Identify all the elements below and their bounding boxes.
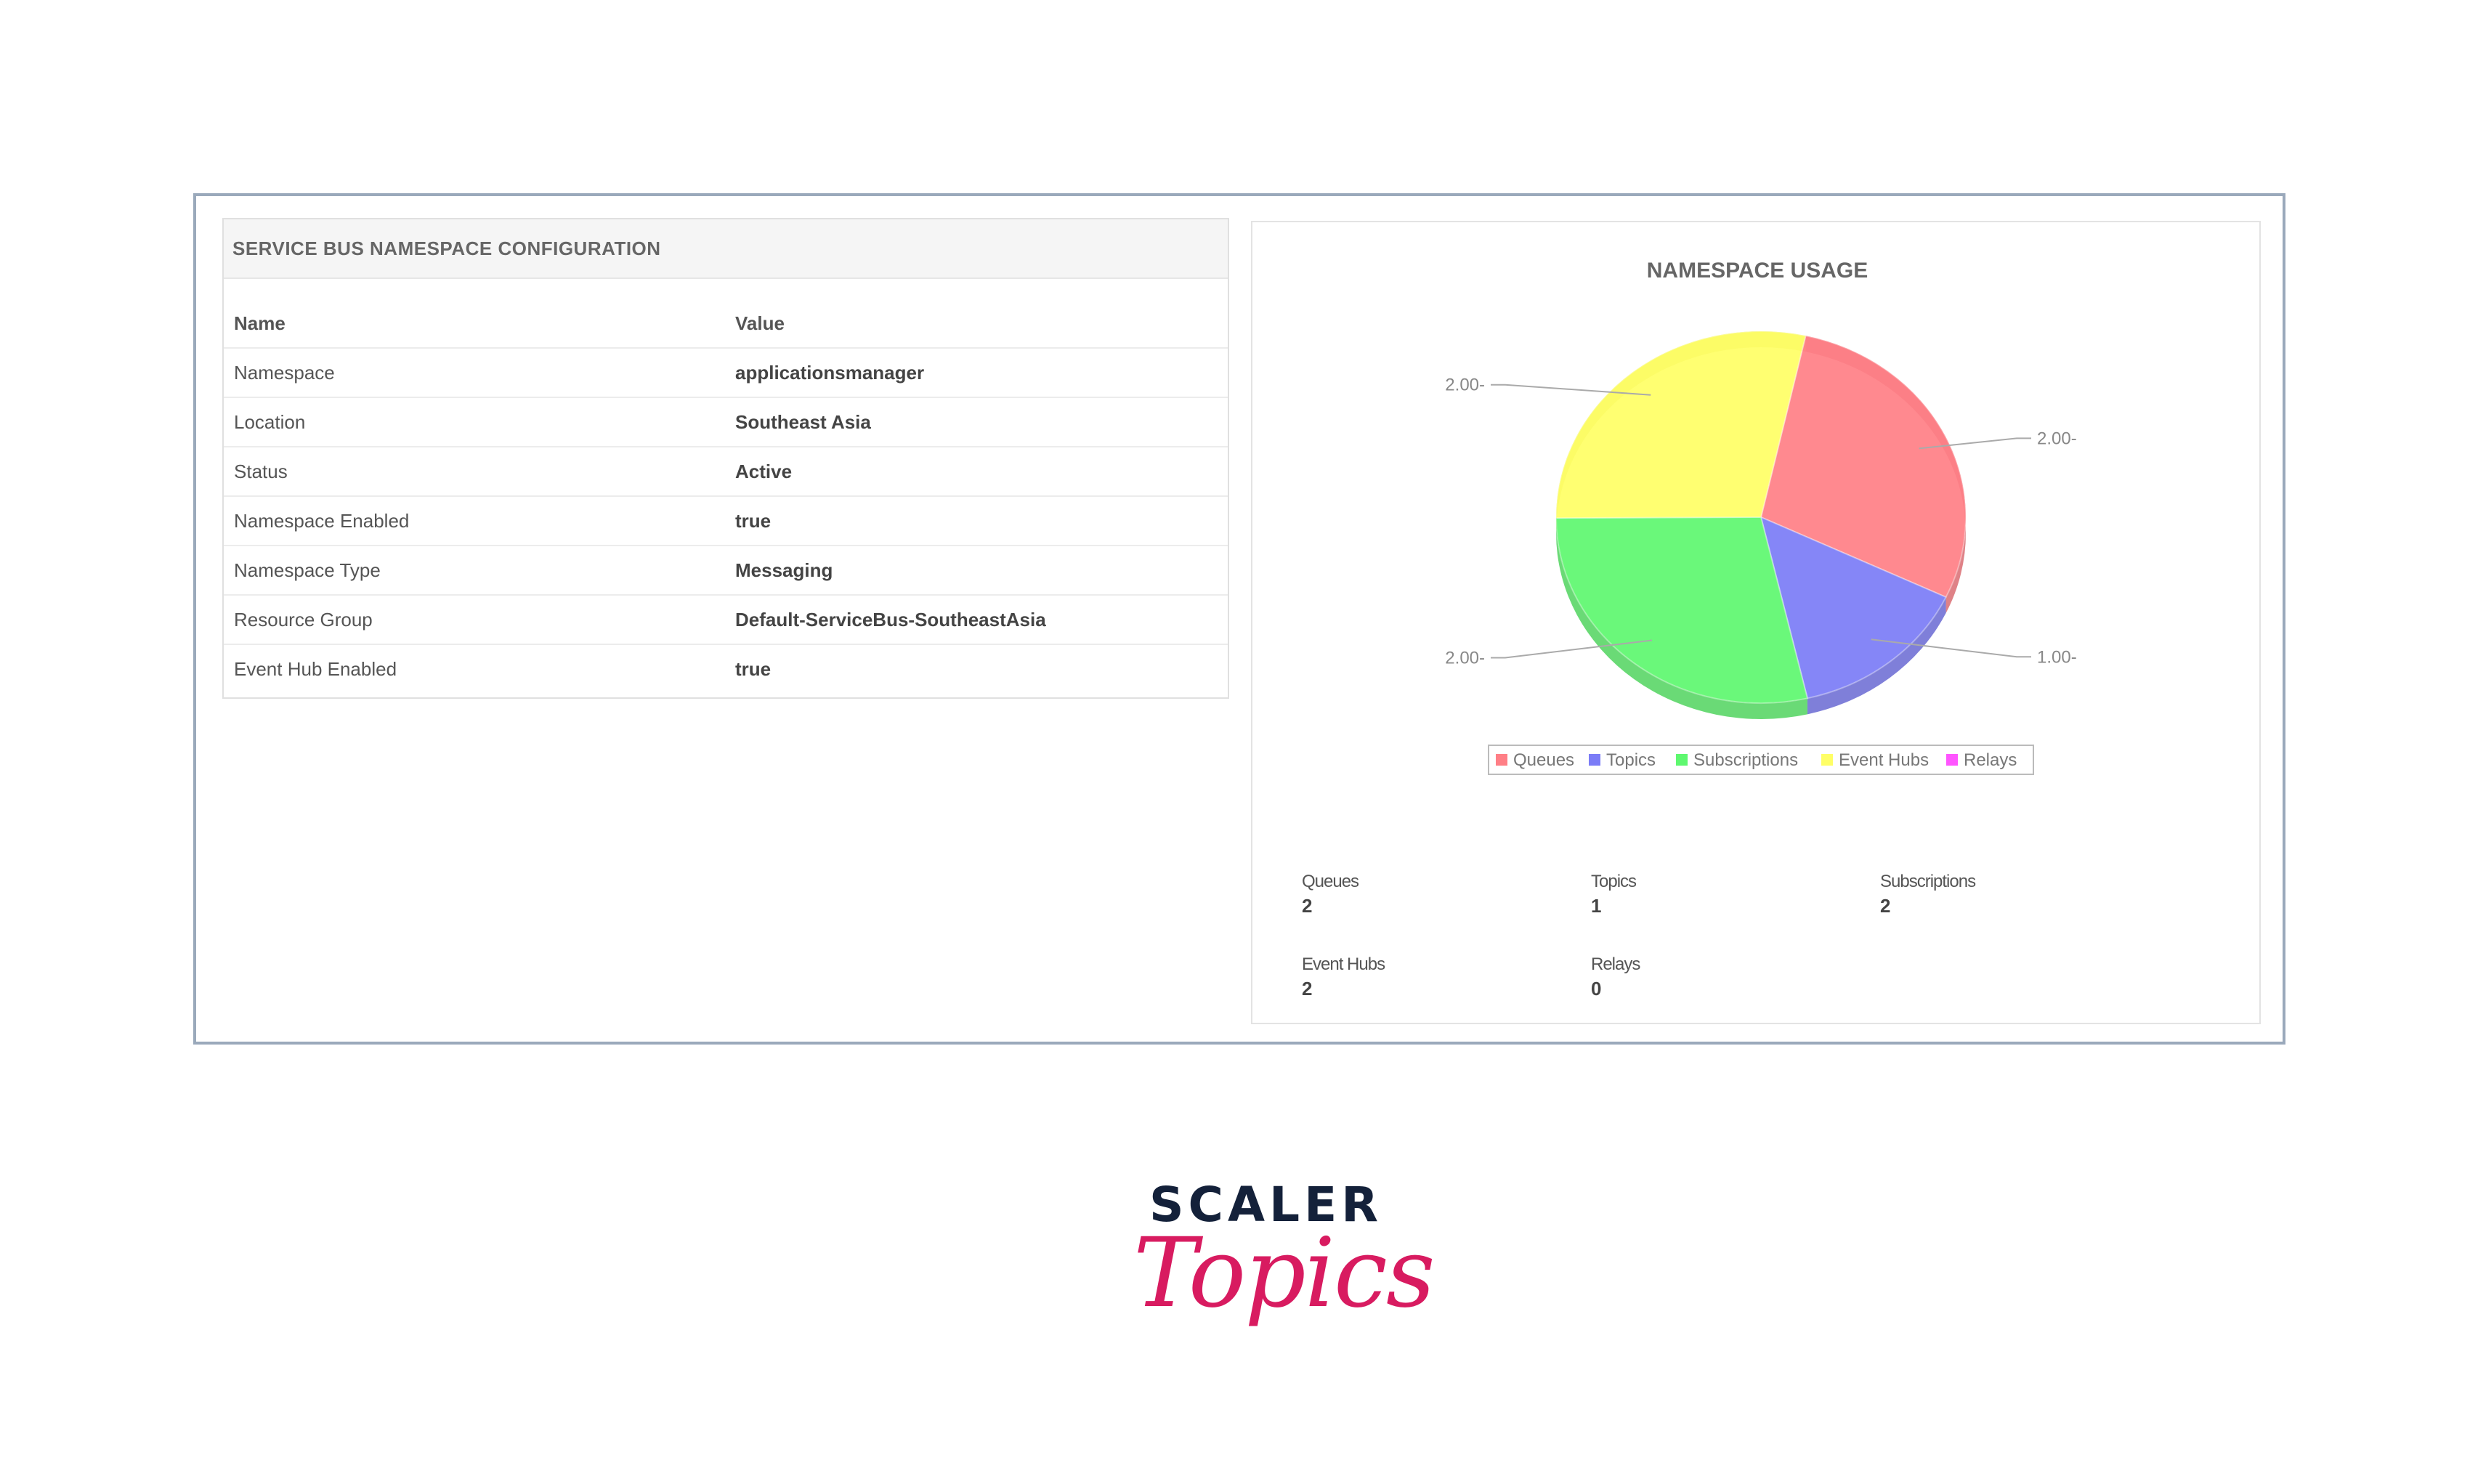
legend-swatch-relays <box>1946 754 1958 766</box>
row-name: Namespace <box>224 348 725 398</box>
pie-value-label: 1.00- <box>2037 647 2077 667</box>
row-value: Default-ServiceBus-SoutheastAsia <box>725 595 1228 645</box>
pie-leader-line <box>1491 384 1651 396</box>
legend-label-event-hubs[interactable]: Event Hubs <box>1839 750 1929 770</box>
row-value: true <box>735 657 772 680</box>
pie-slice-queues[interactable] <box>1760 334 1967 599</box>
scaler-topics-logo: SCALER Topics <box>1133 1177 1436 1366</box>
table-header-row: Name Value <box>224 299 1228 349</box>
table-row: Status Active <box>224 447 1228 497</box>
config-panel-header: SERVICE BUS NAMESPACE CONFIGURATION <box>224 219 1228 279</box>
pie-slice-topics[interactable] <box>1760 516 1947 700</box>
stat-event-hubs: Event Hubs 2 <box>1302 954 1385 1000</box>
pie-slice-side-topics <box>1807 597 1946 715</box>
row-name: Namespace Type <box>224 546 725 596</box>
stat-label: Event Hubs <box>1302 954 1385 974</box>
legend-label-subscriptions[interactable]: Subscriptions <box>1693 750 1798 770</box>
row-name: Location <box>224 397 725 447</box>
pie-value-label: 2.00- <box>2037 429 2077 448</box>
legend-label-topics[interactable]: Topics <box>1606 750 1656 770</box>
chart-legend: Queues Topics Subscriptions Event Hubs Relay… <box>1488 745 2034 775</box>
stat-topics: Topics 1 <box>1591 872 1637 917</box>
pie-label-group: 2.00- 1.00- 2.00- 2.00- <box>1445 376 2076 668</box>
table-row: Event Hub Enabled true <box>224 644 1228 693</box>
row-name: Resource Group <box>224 595 725 645</box>
table-row: Resource Group Default-ServiceBus-Southe… <box>224 595 1228 645</box>
config-panel: SERVICE BUS NAMESPACE CONFIGURATION Name… <box>222 218 1229 699</box>
stat-value: 0 <box>1591 978 1602 1000</box>
row-name: Namespace Enabled <box>224 496 725 546</box>
stat-relays: Relays 0 <box>1591 954 1640 1000</box>
stat-subscriptions: Subscriptions 2 <box>1880 872 1976 917</box>
stat-value: 2 <box>1302 978 1313 1000</box>
row-value: Messaging <box>725 546 1228 596</box>
row-value: true <box>725 496 1228 546</box>
table-row: Namespace Type Messaging <box>224 546 1228 596</box>
row-name: Status <box>224 447 725 497</box>
row-name: Event Hub Enabled <box>234 657 397 680</box>
stat-value: 2 <box>1302 895 1313 917</box>
stats-grid: Queues 2 Topics 1 Subscriptions 2 Event … <box>1252 222 2259 1023</box>
column-header-value: Value <box>725 299 1228 349</box>
column-header-name: Name <box>224 299 725 349</box>
pie-slice-subscriptions[interactable] <box>1555 516 1809 704</box>
legend-swatch-subscriptions <box>1676 754 1688 766</box>
pie-value-label: 2.00- <box>1445 648 1485 668</box>
stat-label: Queues <box>1302 872 1359 891</box>
pie-leader-line <box>1491 639 1653 659</box>
pie-value-label: 2.00- <box>1445 376 1485 395</box>
table-row: Namespace Enabled true <box>224 496 1228 546</box>
logo-script: Topics <box>1133 1217 1436 1329</box>
stat-label: Relays <box>1591 954 1640 974</box>
row-value: applicationsmanager <box>725 348 1228 398</box>
stat-value: 1 <box>1591 895 1602 917</box>
legend-label-relays[interactable]: Relays <box>1964 750 2017 770</box>
table-row: Location Southeast Asia <box>224 397 1228 447</box>
row-value: Southeast Asia <box>725 397 1228 447</box>
logo-wordmark: SCALER <box>1149 1177 1383 1233</box>
stat-queues: Queues 2 <box>1302 872 1359 917</box>
pie-slice-event-hubs[interactable] <box>1555 331 1807 519</box>
legend-swatch-topics <box>1589 754 1600 766</box>
stat-label: Subscriptions <box>1880 872 1976 891</box>
legend-swatch-event-hubs <box>1821 754 1833 766</box>
legend-box <box>1488 745 2034 775</box>
stat-label: Topics <box>1591 872 1637 891</box>
pie-group <box>1555 331 1967 719</box>
row-value: Active <box>725 447 1228 497</box>
usage-panel: NAMESPACE USAGE 2.00- 1.00- 2.00- 2.00- Que… <box>1251 221 2261 1024</box>
namespace-usage-chart: NAMESPACE USAGE 2.00- 1.00- 2.00- 2.00- Que… <box>1445 259 2077 775</box>
pie-leader-line <box>1871 638 2031 658</box>
chart-title: NAMESPACE USAGE <box>1647 259 1868 283</box>
stat-value: 2 <box>1880 895 1891 917</box>
config-table: Name Value Namespace applicationsmanager… <box>224 299 1228 693</box>
pie-leader-line <box>1919 437 2031 450</box>
legend-swatch-queues <box>1496 754 1507 766</box>
table-row: Namespace applicationsmanager <box>224 348 1228 398</box>
legend-label-queues[interactable]: Queues <box>1513 750 1574 770</box>
